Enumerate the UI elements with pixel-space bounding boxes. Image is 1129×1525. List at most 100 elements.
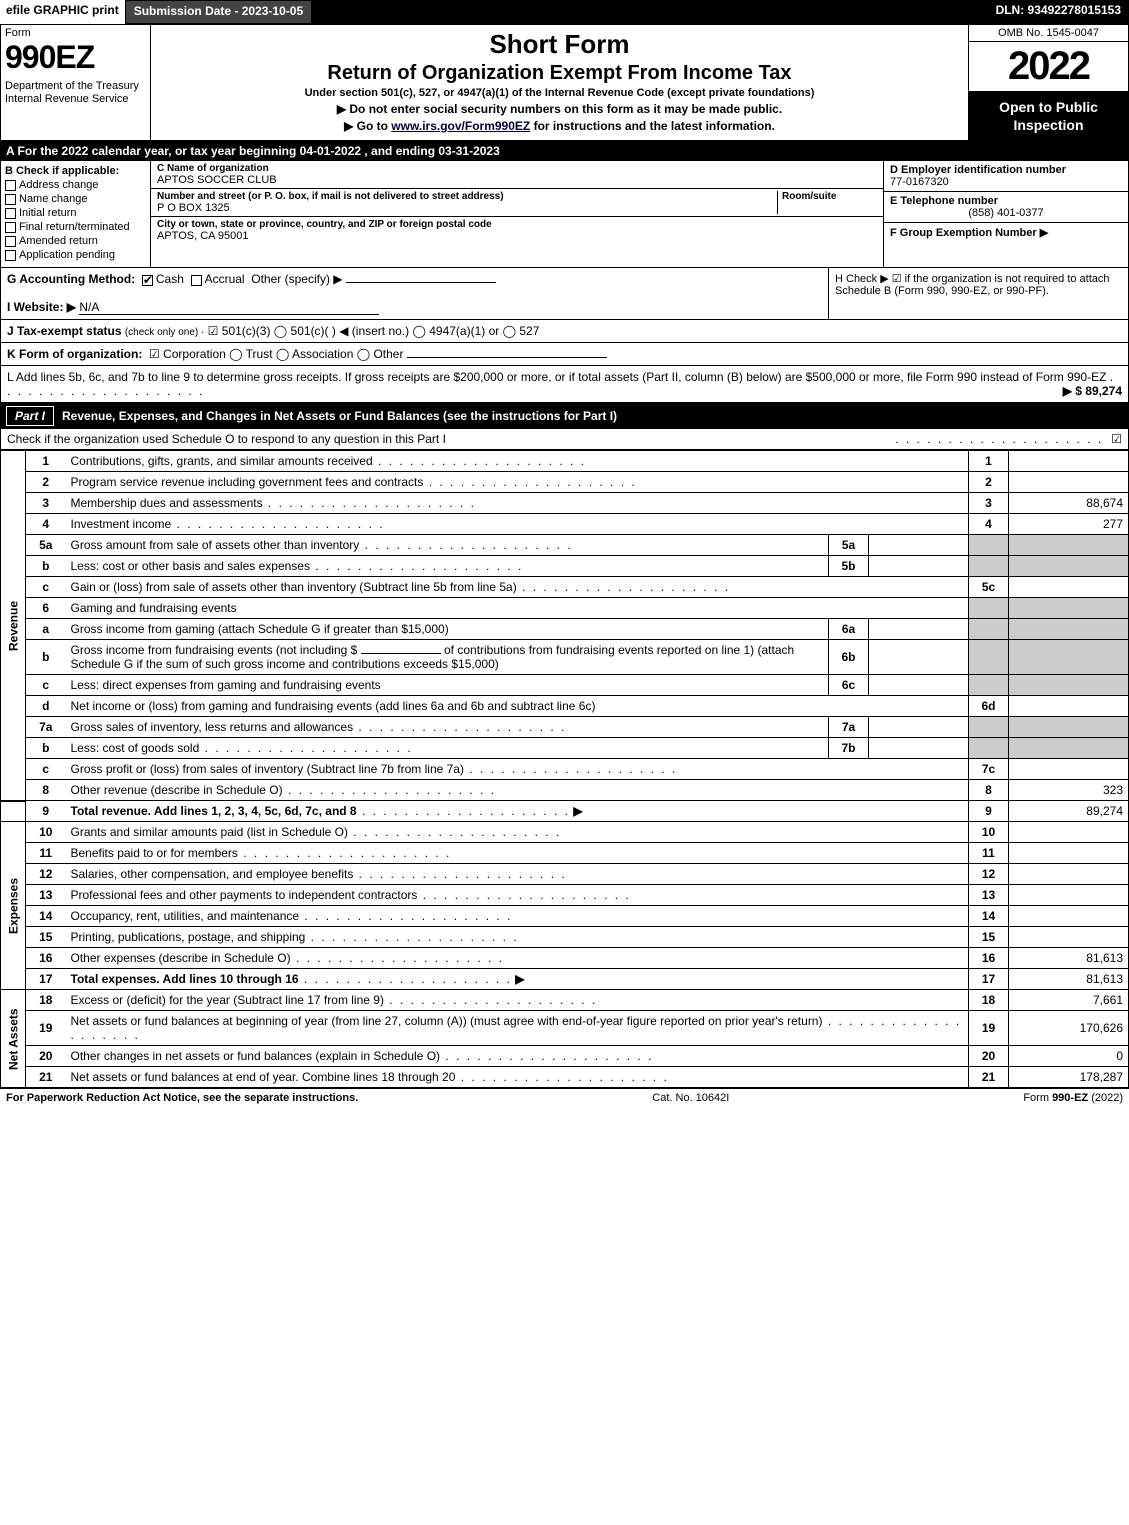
l5b-ibox: 5b bbox=[829, 556, 869, 577]
column-def: D Employer identification number 77-0167… bbox=[883, 161, 1128, 267]
l12-desc-text: Salaries, other compensation, and employ… bbox=[71, 867, 354, 881]
tax-year: 2022 bbox=[969, 42, 1128, 91]
l1-desc-text: Contributions, gifts, grants, and simila… bbox=[71, 454, 373, 468]
l14-num: 14 bbox=[26, 906, 66, 927]
l17-desc: Total expenses. Add lines 10 through 16 … bbox=[66, 969, 969, 990]
l7b-iamt bbox=[869, 738, 969, 759]
l12-desc: Salaries, other compensation, and employ… bbox=[66, 864, 969, 885]
l12-box: 12 bbox=[969, 864, 1009, 885]
g-label: G Accounting Method: bbox=[7, 272, 135, 286]
chk-cash[interactable] bbox=[142, 275, 153, 286]
l7c-box: 7c bbox=[969, 759, 1009, 780]
form-title-2: Return of Organization Exempt From Incom… bbox=[155, 62, 964, 85]
l5c-desc: Gain or (loss) from sale of assets other… bbox=[66, 577, 969, 598]
efile-text-2: GRAPHIC bbox=[33, 3, 88, 17]
l13-desc: Professional fees and other payments to … bbox=[66, 885, 969, 906]
l11-num: 11 bbox=[26, 843, 66, 864]
l6b-desc1: Gross income from fundraising events (no… bbox=[71, 643, 358, 657]
l14-amt bbox=[1009, 906, 1129, 927]
part-1-checkbox[interactable]: ☑ bbox=[1111, 432, 1122, 446]
chk-label-1: Name change bbox=[19, 193, 88, 205]
l6c-num: c bbox=[26, 675, 66, 696]
l6b-shade1 bbox=[969, 640, 1009, 675]
l5b-desc-text: Less: cost or other basis and sales expe… bbox=[71, 559, 310, 573]
l10-desc-text: Grants and similar amounts paid (list in… bbox=[71, 825, 348, 839]
l6c-shade2 bbox=[1009, 675, 1129, 696]
l6-shade1 bbox=[969, 598, 1009, 619]
l6-shade2 bbox=[1009, 598, 1129, 619]
l6b-shade2 bbox=[1009, 640, 1129, 675]
chk-final-return[interactable]: Final return/terminated bbox=[5, 221, 146, 233]
l8-num: 8 bbox=[26, 780, 66, 801]
chk-name-change[interactable]: Name change bbox=[5, 193, 146, 205]
form-label: Form bbox=[5, 27, 146, 39]
column-c: C Name of organization APTOS SOCCER CLUB… bbox=[151, 161, 883, 267]
irs-link[interactable]: www.irs.gov/Form990EZ bbox=[391, 119, 530, 133]
l5a-ibox: 5a bbox=[829, 535, 869, 556]
omb-number: OMB No. 1545-0047 bbox=[969, 25, 1128, 42]
f-group-row: F Group Exemption Number ▶ bbox=[884, 223, 1128, 242]
revenue-side-label: Revenue bbox=[1, 451, 26, 801]
l6-num: 6 bbox=[26, 598, 66, 619]
l2-box: 2 bbox=[969, 472, 1009, 493]
footer-left: For Paperwork Reduction Act Notice, see … bbox=[6, 1092, 358, 1104]
chk-application-pending[interactable]: Application pending bbox=[5, 249, 146, 261]
header-center: Short Form Return of Organization Exempt… bbox=[151, 25, 969, 141]
l16-amt: 81,613 bbox=[1009, 948, 1129, 969]
form-subtitle: Under section 501(c), 527, or 4947(a)(1)… bbox=[155, 87, 964, 99]
header-right: OMB No. 1545-0047 2022 bbox=[969, 25, 1129, 92]
l4-amt: 277 bbox=[1009, 514, 1129, 535]
l1-num: 1 bbox=[26, 451, 66, 472]
l12-amt bbox=[1009, 864, 1129, 885]
l3-amt: 88,674 bbox=[1009, 493, 1129, 514]
phone-value: (858) 401-0377 bbox=[890, 207, 1122, 219]
l20-amt: 0 bbox=[1009, 1046, 1129, 1067]
l11-desc: Benefits paid to or for members bbox=[66, 843, 969, 864]
j-opts: ☑ 501(c)(3) ◯ 501(c)( ) ◀ (insert no.) ◯… bbox=[208, 324, 540, 338]
chk-initial-return[interactable]: Initial return bbox=[5, 207, 146, 219]
l11-box: 11 bbox=[969, 843, 1009, 864]
l5c-desc-text: Gain or (loss) from sale of assets other… bbox=[71, 580, 517, 594]
l17-num: 17 bbox=[26, 969, 66, 990]
instruction-2: ▶ Go to www.irs.gov/Form990EZ for instru… bbox=[155, 119, 964, 133]
l7a-shade2 bbox=[1009, 717, 1129, 738]
l18-box: 18 bbox=[969, 990, 1009, 1011]
l5a-desc-text: Gross amount from sale of assets other t… bbox=[71, 538, 360, 552]
l21-desc-text: Net assets or fund balances at end of ye… bbox=[71, 1070, 456, 1084]
l15-desc: Printing, publications, postage, and shi… bbox=[66, 927, 969, 948]
l2-num: 2 bbox=[26, 472, 66, 493]
section-h: H Check ▶ ☑ if the organization is not r… bbox=[828, 268, 1128, 319]
efile-text-3: print bbox=[92, 3, 119, 17]
l10-amt bbox=[1009, 822, 1129, 843]
l6a-ibox: 6a bbox=[829, 619, 869, 640]
l5b-shade1 bbox=[969, 556, 1009, 577]
l6a-shade1 bbox=[969, 619, 1009, 640]
l8-box: 8 bbox=[969, 780, 1009, 801]
l17-box: 17 bbox=[969, 969, 1009, 990]
l7c-desc-text: Gross profit or (loss) from sales of inv… bbox=[71, 762, 464, 776]
l15-num: 15 bbox=[26, 927, 66, 948]
footer-center: Cat. No. 10642I bbox=[652, 1092, 729, 1104]
header-left: Form 990EZ Department of the Treasury In… bbox=[1, 25, 151, 141]
chk-address-change[interactable]: Address change bbox=[5, 179, 146, 191]
line-j: J Tax-exempt status (check only one) · ☑… bbox=[0, 320, 1129, 343]
d-ein-row: D Employer identification number 77-0167… bbox=[884, 161, 1128, 192]
l5a-shade2 bbox=[1009, 535, 1129, 556]
chk-accrual[interactable] bbox=[191, 275, 202, 286]
l6d-box: 6d bbox=[969, 696, 1009, 717]
l2-desc: Program service revenue including govern… bbox=[66, 472, 969, 493]
l6c-shade1 bbox=[969, 675, 1009, 696]
l18-num: 18 bbox=[26, 990, 66, 1011]
l5b-num: b bbox=[26, 556, 66, 577]
k-opts: ☑ Corporation ◯ Trust ◯ Association ◯ Ot… bbox=[149, 347, 403, 361]
chk-amended-return[interactable]: Amended return bbox=[5, 235, 146, 247]
l7c-num: c bbox=[26, 759, 66, 780]
l4-box: 4 bbox=[969, 514, 1009, 535]
part-1-lines: Revenue 1 Contributions, gifts, grants, … bbox=[0, 450, 1129, 1088]
l19-desc: Net assets or fund balances at beginning… bbox=[66, 1011, 969, 1046]
l7b-desc: Less: cost of goods sold bbox=[66, 738, 829, 759]
efile-link[interactable]: efile GRAPHIC print bbox=[0, 0, 125, 24]
l3-num: 3 bbox=[26, 493, 66, 514]
l20-num: 20 bbox=[26, 1046, 66, 1067]
g-accrual: Accrual bbox=[205, 272, 245, 286]
